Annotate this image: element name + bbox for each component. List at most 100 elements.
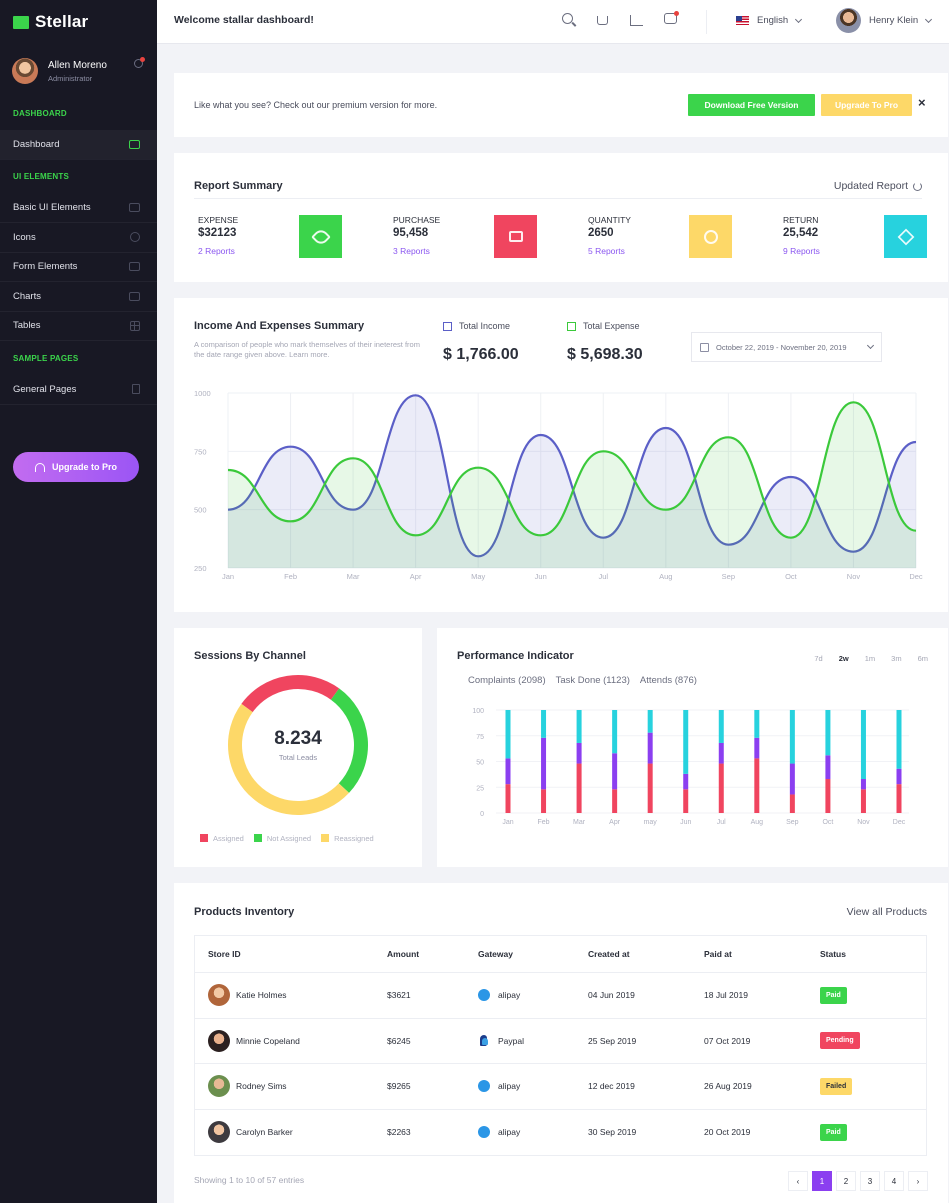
period-3m[interactable]: 3m <box>891 654 902 663</box>
download-free-version-button[interactable]: Download Free Version <box>688 94 815 116</box>
store-name: Minnie Copeland <box>236 1035 300 1046</box>
tab-task-done[interactable]: Task Done (1123) <box>555 675 630 686</box>
period-6m[interactable]: 6m <box>917 654 928 663</box>
column-header[interactable]: Store ID <box>208 949 241 959</box>
prev-page-button[interactable]: ‹ <box>788 1171 808 1191</box>
products-inventory-card: Products Inventory View all Products Sto… <box>174 883 948 1203</box>
stat-link[interactable]: 5 Reports <box>588 246 625 256</box>
total-leads-label: Total Leads <box>278 753 318 762</box>
page-4[interactable]: 4 <box>884 1171 904 1191</box>
stat-label: PURCHASE <box>393 215 441 225</box>
x-tick-label: Sep <box>786 819 799 826</box>
x-tick-label: Feb <box>284 572 297 581</box>
gateway: alipay <box>498 990 521 1001</box>
user-menu[interactable]: Henry Klein <box>836 8 933 33</box>
x-tick-label: Oct <box>822 819 833 826</box>
brand[interactable]: Stellar <box>0 0 157 44</box>
table-row[interactable]: Rodney Sims $9265 alipay 12 dec 2019 26 … <box>195 1064 926 1110</box>
sessions-by-channel-card: Sessions By Channel 8.234 Total Leads As… <box>174 628 422 867</box>
period-7d[interactable]: 7d <box>814 654 823 663</box>
tab-complaints[interactable]: Complaints (2098) <box>468 675 546 686</box>
stat-purchase: PURCHASE 95,458 3 Reports <box>393 215 553 265</box>
nav-section-ui-elements: UI ELEMENTS <box>13 172 69 181</box>
x-tick-label: Aug <box>659 572 672 581</box>
period-2w[interactable]: 2w <box>838 654 849 663</box>
bar-chart-icon[interactable] <box>630 15 643 26</box>
search-icon[interactable] <box>562 13 573 24</box>
sessions-donut-chart <box>228 675 368 815</box>
bar-segment <box>612 753 618 790</box>
amount: $9265 <box>387 1081 411 1092</box>
period-1m[interactable]: 1m <box>864 654 876 663</box>
column-header[interactable]: Amount <box>387 949 420 959</box>
view-all-products-link[interactable]: View all Products <box>846 906 927 918</box>
table-row[interactable]: Carolyn Barker $2263 alipay 30 Sep 2019 … <box>195 1110 926 1156</box>
chevron-down-icon <box>925 15 933 23</box>
sidebar-item-dashboard[interactable]: Dashboard <box>0 130 157 160</box>
bar-segment <box>860 789 866 813</box>
bar-segment <box>683 773 689 790</box>
performance-indicator-card: Performance Indicator 7d 2w 1m 3m 6m Com… <box>437 628 948 867</box>
avatar <box>12 58 38 84</box>
card-title: Products Inventory <box>194 906 295 918</box>
sidebar-item-label: Charts <box>13 290 41 302</box>
column-header[interactable]: Status <box>820 949 846 959</box>
sidebar-item-icons[interactable]: Icons <box>0 223 157 253</box>
briefcase-icon <box>508 231 523 242</box>
bar-segment <box>505 784 511 813</box>
diamond-icon <box>897 228 914 245</box>
divider <box>194 198 922 199</box>
y-tick-label: 100 <box>472 708 484 715</box>
sidebar-item-basic-ui[interactable]: Basic UI Elements <box>0 194 157 223</box>
table-row[interactable]: Minnie Copeland $6245 Paypal 25 Sep 2019… <box>195 1019 926 1064</box>
stat-link[interactable]: 9 Reports <box>783 246 820 256</box>
series-area <box>228 402 916 568</box>
bar-chart-icon <box>129 291 140 301</box>
legend-total-income: Total Income <box>443 321 510 331</box>
sidebar-item-charts[interactable]: Charts <box>0 282 157 312</box>
column-header[interactable]: Gateway <box>478 949 513 959</box>
language-selector[interactable]: English <box>736 15 803 26</box>
tab-attends[interactable]: Attends (876) <box>639 675 697 686</box>
legend-not-assigned: Not Assigned <box>253 834 311 843</box>
page-3[interactable]: 3 <box>860 1171 880 1191</box>
page-2[interactable]: 2 <box>836 1171 856 1191</box>
page-1[interactable]: 1 <box>812 1171 832 1191</box>
legend-label: Total Income <box>459 321 511 331</box>
stat-icon-box <box>884 215 927 258</box>
column-header[interactable]: Paid at <box>704 949 732 959</box>
share-icon[interactable] <box>134 57 145 68</box>
amount: $6245 <box>387 1035 411 1046</box>
promo-text: Like what you see? Check out our premium… <box>194 100 438 110</box>
bar-segment <box>647 763 653 813</box>
status-badge: Pending <box>820 1032 860 1050</box>
alipay-icon <box>478 1126 490 1139</box>
message-icon[interactable] <box>664 11 679 24</box>
bar-segment <box>789 710 795 764</box>
alipay-icon <box>478 1080 490 1093</box>
sidebar-item-form-elements[interactable]: Form Elements <box>0 253 157 282</box>
stat-label: EXPENSE <box>198 215 239 225</box>
date-range-picker[interactable]: October 22, 2019 - November 20, 2019 <box>691 332 882 362</box>
chart-subtitle: A comparison of people who mark themselv… <box>194 340 420 359</box>
x-tick-label: Jan <box>222 572 234 581</box>
sidebar-item-general-pages[interactable]: General Pages <box>0 375 157 405</box>
column-header[interactable]: Created at <box>588 949 630 959</box>
bar-segment <box>576 710 582 743</box>
sidebar-item-tables[interactable]: Tables <box>0 312 157 341</box>
cart-icon[interactable] <box>597 16 608 25</box>
close-icon[interactable]: × <box>918 95 926 110</box>
upgrade-to-pro-button[interactable]: Upgrade To Pro <box>821 94 912 116</box>
upgrade-to-pro-button[interactable]: Upgrade to Pro <box>13 452 139 482</box>
profile[interactable]: Allen Moreno Administrator <box>0 44 157 96</box>
stat-label: RETURN <box>783 215 819 225</box>
legend-reassigned: Reassigned <box>321 834 374 843</box>
pagination: ‹ 1 2 3 4 › <box>788 1171 928 1191</box>
stat-link[interactable]: 3 Reports <box>393 246 430 256</box>
x-tick-label: Jul <box>717 819 726 826</box>
stat-link[interactable]: 2 Reports <box>198 246 235 256</box>
updated-report-button[interactable]: Updated Report <box>834 180 922 192</box>
table-row[interactable]: Katie Holmes $3621 alipay 04 Jun 2019 18… <box>195 973 926 1019</box>
next-page-button[interactable]: › <box>908 1171 928 1191</box>
bar-segment <box>896 768 902 785</box>
